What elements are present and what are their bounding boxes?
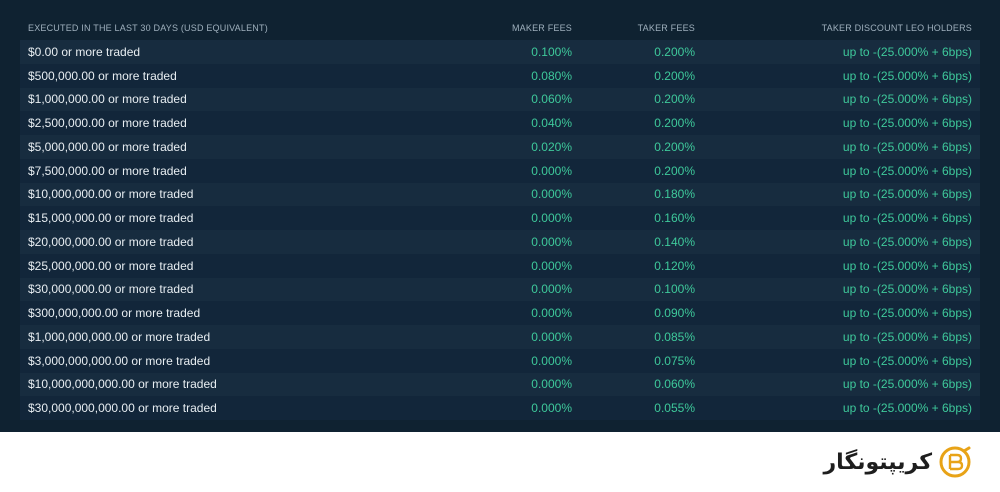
volume-cell: $30,000,000,000.00 or more traded [28,401,217,416]
discount-cell: up to -(25.000% + 6bps) [842,139,972,154]
maker-fee-cell: 0.040% [531,116,572,131]
maker-fee-cell: 0.000% [531,234,572,249]
volume-cell: $30,000,000.00 or more traded [28,282,194,297]
table-row: $7,500,000.00 or more traded 0.000% 0.200%… [20,158,980,183]
volume-cell: $20,000,000.00 or more traded [28,234,194,249]
table-row: $5,000,000.00 or more traded 0.020% 0.200%… [20,135,980,159]
table-row: $1,000,000,000.00 or more traded 0.000% 0.… [20,325,980,349]
fee-table-body: $0.00 or more traded 0.100% 0.200% up to -(… [20,40,980,420]
taker-fee-cell: 0.140% [654,234,695,249]
discount-cell: up to -(25.000% + 6bps) [842,306,972,321]
table-row: $3,000,000,000.00 or more traded 0.000% 0.… [20,348,980,373]
volume-cell: $2,500,000.00 or more traded [28,116,187,131]
taker-fee-cell: 0.055% [654,401,695,416]
volume-cell: $1,000,000,000.00 or more traded [28,329,211,344]
taker-fee-cell: 0.085% [654,329,695,344]
maker-fee-cell: 0.000% [531,258,572,273]
volume-cell: $15,000,000.00 or more traded [28,211,194,226]
volume-cell: $500,000.00 or more traded [28,68,177,83]
maker-fee-cell: 0.000% [531,377,572,392]
table-row: $25,000,000.00 or more traded 0.000% 0.120… [20,253,980,278]
discount-cell: up to -(25.000% + 6bps) [842,353,972,368]
taker-fee-cell: 0.160% [654,211,695,226]
volume-cell: $5,000,000.00 or more traded [28,139,187,154]
volume-cell: $3,000,000,000.00 or more traded [28,353,211,368]
taker-fee-cell: 0.060% [654,377,695,392]
taker-fee-cell: 0.200% [654,92,695,107]
discount-cell: up to -(25.000% + 6bps) [842,44,972,59]
discount-cell: up to -(25.000% + 6bps) [842,211,972,226]
taker-fee-cell: 0.200% [654,163,695,178]
maker-fee-cell: 0.100% [531,44,572,59]
volume-cell: $25,000,000.00 or more traded [28,258,194,273]
taker-fee-cell: 0.090% [654,306,695,321]
taker-fee-cell: 0.200% [654,139,695,154]
discount-cell: up to -(25.000% + 6bps) [842,68,972,83]
taker-fee-cell: 0.180% [654,187,695,202]
table-row: $300,000,000.00 or more traded 0.000% 0.09… [20,301,980,325]
taker-fee-cell: 0.200% [654,116,695,131]
maker-fee-cell: 0.000% [531,306,572,321]
table-row: $0.00 or more traded 0.100% 0.200% up to -(… [20,40,980,64]
volume-cell: $7,500,000.00 or more traded [28,163,187,178]
maker-fee-cell: 0.000% [531,211,572,226]
maker-fee-cell: 0.000% [531,329,572,344]
volume-cell: $10,000,000.00 or more traded [28,187,194,202]
discount-cell: up to -(25.000% + 6bps) [842,92,972,107]
discount-cell: up to -(25.000% + 6bps) [842,377,972,392]
maker-fee-cell: 0.000% [531,353,572,368]
brand-name: کریپتونگار [823,449,932,475]
maker-fee-cell: 0.000% [531,282,572,297]
taker-fee-cell: 0.120% [654,258,695,273]
maker-fee-cell: 0.020% [531,139,572,154]
maker-fee-cell: 0.000% [531,187,572,202]
taker-fee-cell: 0.200% [654,68,695,83]
maker-fee-cell: 0.060% [531,92,572,107]
discount-cell: up to -(25.000% + 6bps) [842,163,972,178]
volume-cell: $0.00 or more traded [28,44,141,59]
maker-fee-cell: 0.080% [531,68,572,83]
discount-cell: up to -(25.000% + 6bps) [842,187,972,202]
header-volume: EXECUTED IN THE LAST 30 DAYS (USD EQUIVA… [28,23,268,33]
brand-watermark: کریپتونگار [824,442,972,482]
maker-fee-cell: 0.000% [531,401,572,416]
fee-schedule-panel: EXECUTED IN THE LAST 30 DAYS (USD EQUIVA… [0,0,1000,432]
discount-cell: up to -(25.000% + 6bps) [842,329,972,344]
discount-cell: up to -(25.000% + 6bps) [842,401,972,416]
table-header: EXECUTED IN THE LAST 30 DAYS (USD EQUIVA… [20,18,980,38]
bitcoin-pen-logo-icon [939,446,971,478]
header-taker-fees: TAKER FEES [637,23,695,33]
header-taker-discount: TAKER DISCOUNT LEO HOLDERS [821,23,972,33]
table-row: $1,000,000.00 or more traded 0.060% 0.200%… [20,87,980,112]
table-row: $20,000,000.00 or more traded 0.000% 0.140… [20,230,980,254]
maker-fee-cell: 0.000% [531,163,572,178]
discount-cell: up to -(25.000% + 6bps) [842,282,972,297]
table-row: $10,000,000,000.00 or more traded 0.000% 0… [20,372,980,397]
volume-cell: $1,000,000.00 or more traded [28,92,187,107]
table-row: $500,000.00 or more traded 0.080% 0.200% up… [20,63,980,88]
discount-cell: up to -(25.000% + 6bps) [842,116,972,131]
taker-fee-cell: 0.200% [654,44,695,59]
header-maker-fees: MAKER FEES [511,23,572,33]
volume-cell: $300,000,000.00 or more traded [28,306,201,321]
table-row: $30,000,000.00 or more traded 0.000% 0.100… [20,277,980,302]
discount-cell: up to -(25.000% + 6bps) [842,234,972,249]
discount-cell: up to -(25.000% + 6bps) [842,258,972,273]
table-row: $10,000,000.00 or more traded 0.000% 0.180… [20,182,980,207]
volume-cell: $10,000,000,000.00 or more traded [28,377,217,392]
table-row: $15,000,000.00 or more traded 0.000% 0.160… [20,206,980,230]
table-row: $30,000,000,000.00 or more traded 0.000% 0… [20,396,980,420]
table-row: $2,500,000.00 or more traded 0.040% 0.200%… [20,111,980,135]
taker-fee-cell: 0.075% [654,353,695,368]
taker-fee-cell: 0.100% [654,282,695,297]
